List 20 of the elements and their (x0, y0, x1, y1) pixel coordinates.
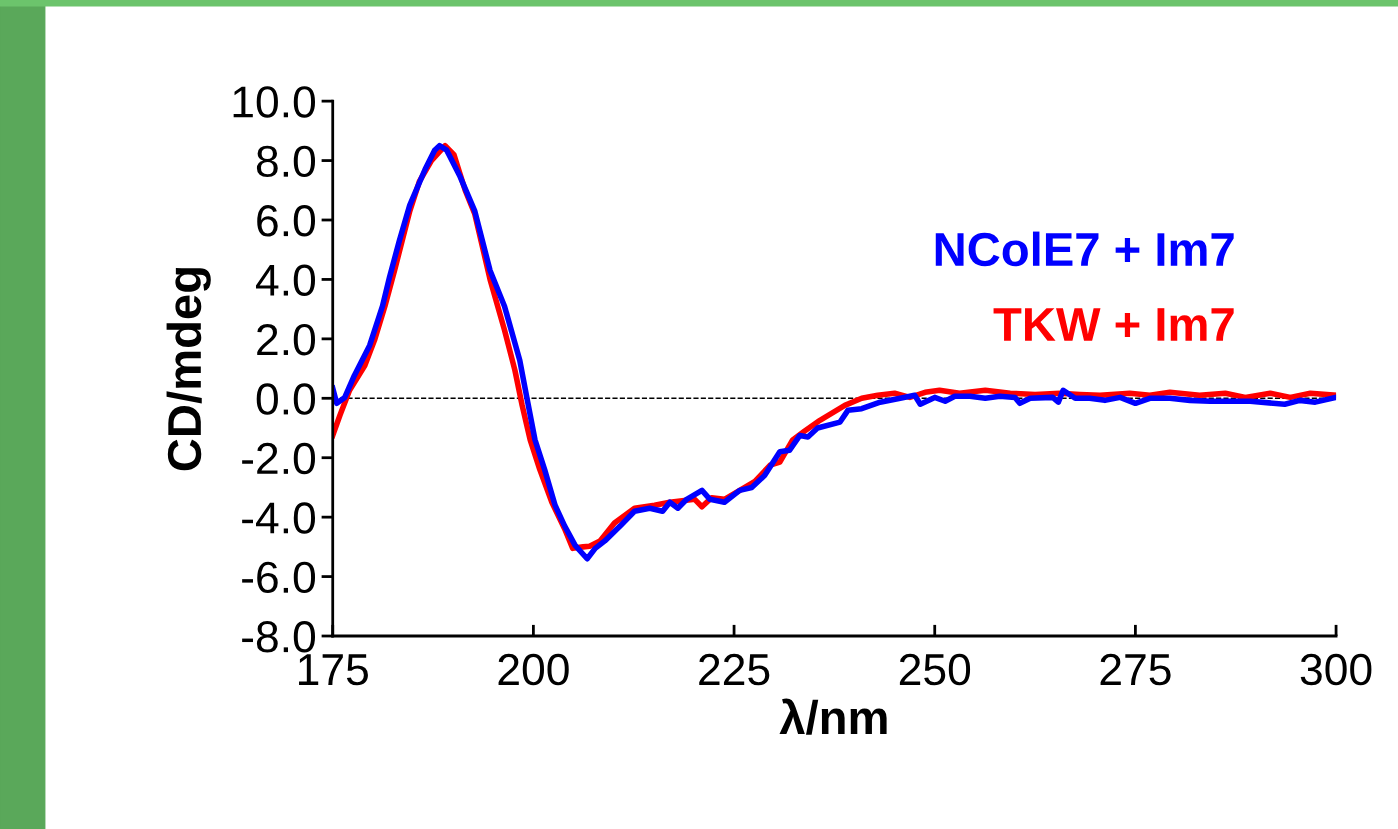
x-tick-label: 250 (899, 653, 971, 686)
y-tick-label: 2.0 (257, 323, 316, 356)
x-tick-label: 275 (1100, 653, 1171, 686)
y-tick-label: 6.0 (257, 205, 316, 237)
y-tick-label: -2.0 (242, 442, 316, 475)
series-label: TKW + Im7 (993, 308, 1234, 341)
y-tick-label: -4.0 (242, 502, 316, 534)
y-axis-title: CD/mdeg (166, 268, 211, 471)
x-tick-label: 300 (1300, 653, 1372, 686)
y-tick-label: 10.0 (233, 86, 316, 118)
y-tick-label: 8.0 (256, 145, 316, 178)
x-tick-label: 200 (498, 653, 569, 686)
y-tick-label: 4.0 (255, 264, 316, 296)
x-tick-label: 175 (299, 654, 368, 686)
y-tick-label: -8.0 (242, 621, 316, 653)
y-tick-label: 0.0 (256, 383, 316, 415)
x-tick-label: 225 (699, 653, 770, 686)
x-axis-title: λ/nm (779, 698, 887, 735)
y-tick-label: -6.0 (242, 561, 316, 594)
text: NColE7 + Im7 (935, 231, 1234, 267)
